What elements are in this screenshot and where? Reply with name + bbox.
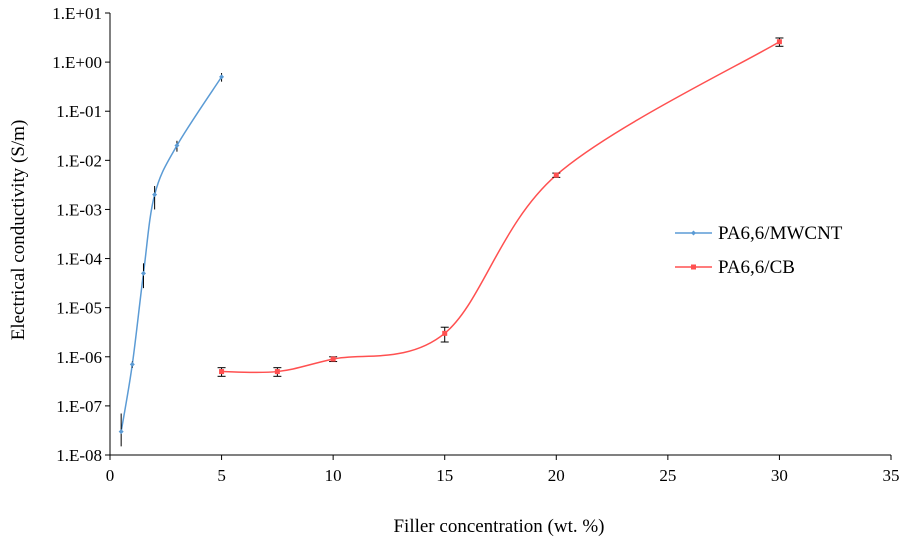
x-tick-label: 35 <box>883 466 900 485</box>
data-point <box>174 143 180 149</box>
data-point <box>776 39 782 45</box>
data-point <box>129 361 135 367</box>
y-tick-label: 1.E-04 <box>56 250 102 269</box>
legend-label-pa6-6-mwcnt: PA6,6/MWCNT <box>718 223 843 244</box>
legend-marker-pa6-6-cb <box>691 264 696 270</box>
data-point <box>219 74 225 80</box>
y-tick-label: 1.E+01 <box>52 4 102 23</box>
y-tick-label: 1.E+00 <box>52 53 102 72</box>
legend-label-pa6-6-cb: PA6,6/CB <box>718 257 795 278</box>
y-tick-label: 1.E-05 <box>56 299 102 318</box>
data-point <box>442 330 448 336</box>
y-tick-label: 1.E-06 <box>56 348 102 367</box>
y-tick-label: 1.E-08 <box>56 446 102 465</box>
series-line-pa6-6-mwcnt <box>120 76 223 432</box>
y-tick-label: 1.E-07 <box>56 397 102 416</box>
x-tick-label: 20 <box>548 466 565 485</box>
data-point <box>152 192 158 198</box>
x-tick-label: 5 <box>217 466 226 485</box>
y-axis-title: Electrical conductivity (S/m) <box>8 120 29 341</box>
data-point <box>553 172 559 178</box>
x-axis-title: Filler concentration (wt. %) <box>393 516 604 537</box>
data-point <box>330 356 336 362</box>
x-tick-label: 30 <box>771 466 788 485</box>
x-tick-label: 15 <box>436 466 453 485</box>
x-tick-label: 10 <box>325 466 342 485</box>
series-line-pa6-6-cb <box>221 41 780 374</box>
y-tick-label: 1.E-03 <box>56 200 102 219</box>
x-tick-label: 25 <box>659 466 676 485</box>
plot-area: 1.E-08 1.E-07 1.E-06 1.E-05 1.E-04 1.E-03 1.E-… <box>52 4 899 485</box>
data-point <box>140 270 146 276</box>
data-point <box>118 429 124 435</box>
y-tick-label: 1.E-01 <box>56 102 102 121</box>
data-point <box>274 369 280 375</box>
y-tick-label: 1.E-02 <box>56 151 102 170</box>
legend-marker-pa6-6-mwcnt <box>691 230 696 236</box>
data-point <box>219 369 225 375</box>
x-tick-label: 0 <box>106 466 115 485</box>
